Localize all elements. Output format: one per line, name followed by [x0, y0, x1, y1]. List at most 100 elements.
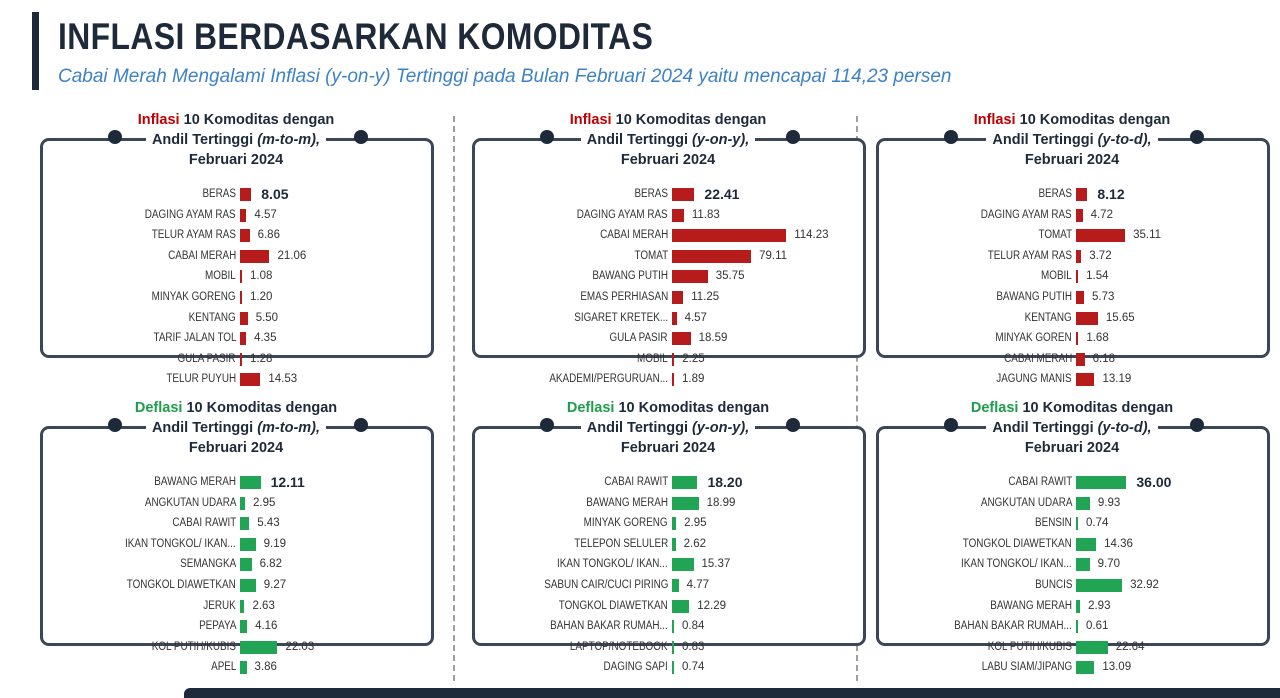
chart-title-line2-wrap: Andil Tertinggi (m-to-m), — [40, 418, 432, 438]
frame-dot-left — [108, 130, 122, 144]
value-label: 15.65 — [1105, 311, 1135, 324]
data-bar — [1076, 476, 1127, 489]
chart-title-line2-wrap: Andil Tertinggi (y-on-y), — [472, 130, 864, 150]
chart-title-line2-wrap: Andil Tertinggi (y-to-d), — [876, 418, 1268, 438]
chart-title-line2: Andil Tertinggi (y-on-y), — [580, 418, 756, 438]
value-label: 3.86 — [254, 661, 277, 674]
category-label: TONGKOL DIAWETKAN — [127, 579, 236, 591]
data-bar — [240, 270, 242, 284]
frame-dot-right — [354, 130, 368, 144]
bar-row: BERAS 8.05 — [40, 185, 432, 205]
data-bar — [1076, 558, 1090, 572]
chart-title-line2-wrap: Andil Tertinggi (y-to-d), — [876, 130, 1268, 150]
chart-title-prefix: Deflasi — [134, 400, 183, 416]
chart-title-prefix: Deflasi — [970, 400, 1019, 416]
data-bar — [1076, 270, 1079, 284]
value-label: 1.20 — [250, 291, 273, 303]
data-bar — [240, 291, 242, 304]
data-bar — [672, 537, 676, 551]
data-bar — [1076, 291, 1085, 304]
bar-row: TOMAT 79.11 — [472, 247, 864, 267]
value-label: 4.72 — [1090, 208, 1113, 221]
data-bar — [672, 249, 752, 263]
value-label: 21.06 — [277, 249, 307, 262]
category-label: EMAS PERHIASAN — [580, 291, 668, 303]
category-label: SIGARET KRETEK... — [574, 311, 668, 324]
bar-row: CABAI MERAH 21.06 — [40, 247, 432, 267]
bar-row: EMAS PERHIASAN 11.25 — [472, 288, 864, 308]
category-label: BAWANG MERAH — [990, 599, 1072, 612]
chart-title-line1: Deflasi 10 Komoditas dengan — [876, 398, 1268, 418]
value-label: 0.61 — [1086, 620, 1109, 633]
category-label: IKAN TONGKOL/ IKAN... — [125, 537, 236, 550]
data-bar — [240, 537, 256, 551]
category-label: TOMAT — [1038, 229, 1072, 242]
category-label: LABU SIAM/JIPANG — [981, 661, 1072, 674]
bar-row: DAGING SAPI 0.74 — [472, 658, 864, 678]
bar-row: BERAS 22.41 — [472, 185, 864, 205]
value-label: 14.53 — [268, 373, 298, 386]
value-label: 2.93 — [1088, 599, 1111, 612]
bar-row: CABAI RAWIT 36.00 — [876, 473, 1268, 493]
category-label: CABAI MERAH — [167, 249, 236, 262]
data-bar — [672, 291, 684, 304]
category-label: TELUR AYAM RAS — [151, 229, 236, 242]
chart-title-line3: Februari 2024 — [188, 440, 284, 456]
bar-row: MINYAK GORENG 1.20 — [40, 288, 432, 308]
data-bar — [240, 640, 278, 654]
data-bar — [672, 373, 674, 387]
bar-row: AKADEMI/PERGURUAN... 1.89 — [472, 370, 864, 390]
category-label: KENTANG — [188, 311, 236, 324]
data-bar — [672, 208, 684, 222]
data-bar — [1076, 537, 1097, 551]
bar-row: MOBIL 1.08 — [40, 267, 432, 287]
bar-row: BAWANG PUTIH 5.73 — [876, 288, 1268, 308]
category-label: BAWANG MERAH — [586, 496, 668, 509]
chart-heading: Deflasi 10 Komoditas dengan Andil Terting… — [40, 398, 432, 458]
category-label: MINYAK GORENG — [152, 291, 236, 303]
category-label: KOL PUTIH/KUBIS — [987, 640, 1072, 653]
value-label: 5.73 — [1092, 291, 1115, 303]
value-label: 36.00 — [1136, 474, 1172, 490]
data-bar — [672, 661, 674, 675]
bar-row: KENTANG 5.50 — [40, 309, 432, 329]
value-label: 4.57 — [254, 208, 277, 221]
data-bar — [1076, 620, 1078, 634]
value-label: 35.75 — [715, 270, 745, 283]
chart-title-andil: Andil Tertinggi — [586, 132, 693, 148]
value-label: 114.23 — [794, 229, 829, 242]
category-label: IKAN TONGKOL/ IKAN... — [557, 558, 668, 571]
bar-row: TELUR AYAM RAS 6.86 — [40, 226, 432, 246]
data-bar — [240, 249, 270, 263]
chart-title-line2: Andil Tertinggi (y-on-y), — [580, 130, 756, 150]
bar-row: KOL PUTIH/KUBIS 22.03 — [40, 638, 432, 658]
data-bar — [1076, 640, 1108, 654]
chart-title-line1: Inflasi 10 Komoditas dengan — [40, 110, 432, 130]
data-bar — [240, 661, 247, 675]
data-bar — [1076, 352, 1085, 366]
category-label: BENSIN — [1035, 517, 1072, 530]
value-label: 79.11 — [759, 249, 788, 262]
chart-title-andil: Andil Tertinggi — [151, 132, 258, 148]
chart-panel-inflasi: Inflasi 10 Komoditas dengan Andil Terting… — [876, 110, 1270, 387]
category-label: MOBIL — [205, 270, 236, 283]
chart-title-rest: 10 Komoditas dengan — [1022, 400, 1174, 416]
bar-row: SABUN CAIR/CUCI PIRING 4.77 — [472, 576, 864, 596]
chart-title-line1: Deflasi 10 Komoditas dengan — [40, 398, 432, 418]
category-label: KENTANG — [1024, 311, 1072, 324]
category-label: ANGKUTAN UDARA — [144, 496, 236, 509]
data-bar — [1076, 661, 1095, 675]
chart-frame — [472, 138, 866, 358]
bar-row: BAHAN BAKAR RUMAH... 0.84 — [472, 617, 864, 637]
value-label: 13.19 — [1102, 373, 1132, 386]
chart-title-line3: Februari 2024 — [1024, 440, 1120, 456]
category-label: TARIF JALAN TOL — [153, 332, 236, 345]
chart-frame — [876, 138, 1270, 358]
bar-row: ANGKUTAN UDARA 2.95 — [40, 494, 432, 514]
value-label: 12.11 — [270, 474, 305, 490]
data-bar — [240, 558, 252, 572]
frame-dot-right — [786, 418, 800, 432]
bar-row: JAGUNG MANIS 13.19 — [876, 370, 1268, 390]
chart-title-line3: Februari 2024 — [1024, 152, 1120, 168]
category-label: PEPAYA — [198, 620, 236, 633]
